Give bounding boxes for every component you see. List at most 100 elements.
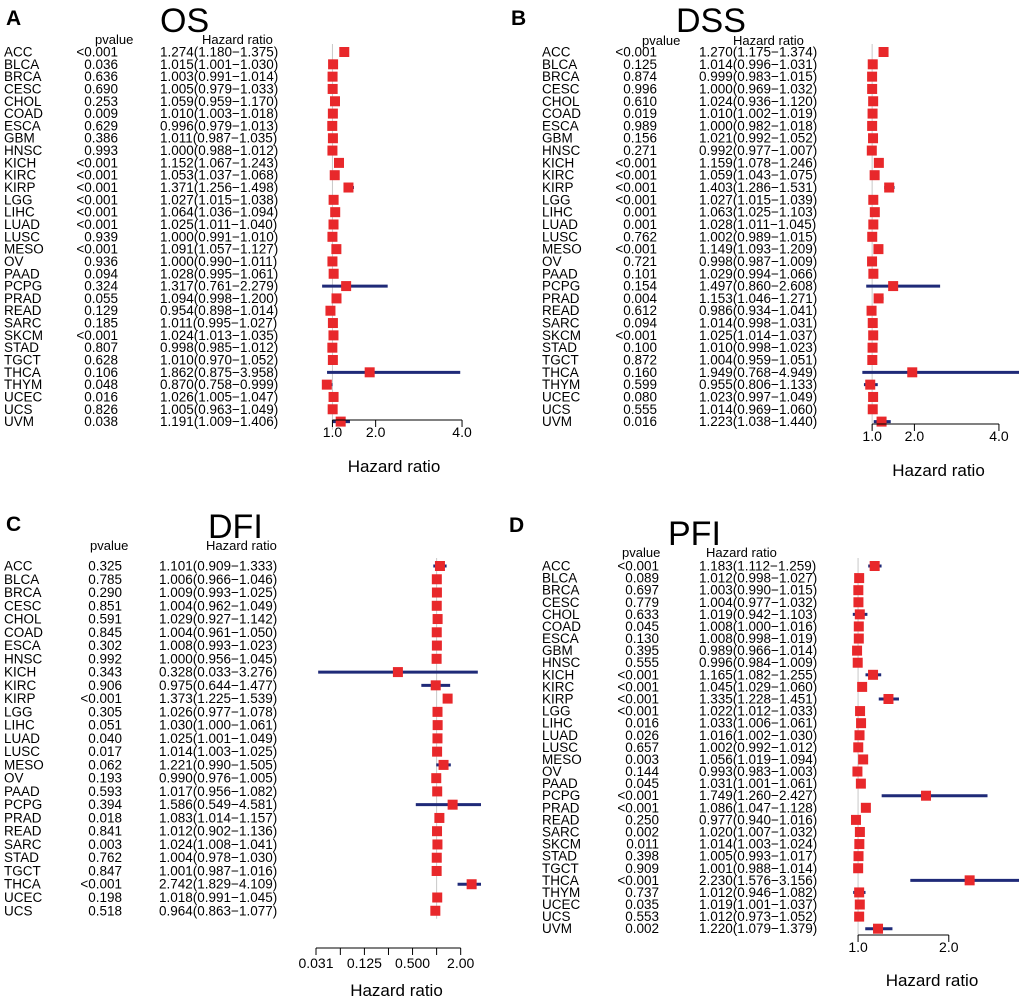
hazard-ratio-cell: 1.000(0.988−1.012) — [160, 143, 278, 158]
table-row: LUSC 0.657 1.002(0.992−1.012) — [542, 740, 817, 755]
table-row: READ 0.612 0.986(0.934−1.041) — [542, 303, 817, 318]
panel-c-dfi: C DFI pvalue Hazard ratio ACC 0.325 1.101(0.90… — [4, 508, 481, 997]
hr-point — [869, 170, 880, 181]
pvalue-cell: 0.089 — [625, 571, 659, 586]
cancer-name: MESO — [542, 242, 582, 257]
hr-point — [329, 170, 340, 181]
table-row: KIRC <0.001 1.045(1.029−1.060) — [542, 679, 817, 694]
pvalue-cell: 0.851 — [88, 598, 122, 613]
hr-point — [853, 851, 864, 862]
hazard-ratio-cell: 1.270(1.175−1.374) — [699, 45, 817, 60]
panel-label: C — [6, 513, 21, 536]
x-tick-label: 2.0 — [905, 428, 925, 444]
hazard-ratio-cell: 1.020(1.007−1.032) — [699, 824, 817, 839]
x-tick-label: 2.0 — [939, 939, 959, 955]
cancer-name: LUAD — [542, 728, 578, 743]
hazard-ratio-cell: 1.025(1.001−1.049) — [159, 731, 277, 746]
hazard-ratio-cell: 1.012(0.946−1.082) — [699, 885, 817, 900]
hr-point — [852, 645, 863, 656]
hr-point — [327, 71, 338, 82]
hr-point — [921, 790, 932, 801]
table-row: KIRC 0.906 0.975(0.644−1.477) — [4, 678, 277, 693]
hr-point — [328, 268, 339, 279]
pvalue-cell: 0.016 — [84, 389, 118, 404]
pvalue-cell: 0.290 — [88, 585, 122, 600]
table-row: ESCA 0.130 1.008(0.998−1.019) — [542, 631, 817, 646]
table-row: UCEC 0.035 1.019(1.001−1.037) — [542, 897, 817, 912]
cancer-name: THCA — [4, 877, 41, 892]
hazard-ratio-cell: 1.026(1.005−1.047) — [160, 389, 278, 404]
table-row: UVM 0.002 1.220(1.079−1.379) — [542, 921, 817, 936]
hazard-ratio-header: Hazard ratio — [206, 538, 277, 553]
cancer-name: LGG — [4, 192, 33, 207]
table-row: BRCA 0.636 1.003(0.991−1.014) — [4, 69, 278, 84]
pvalue-cell: 0.019 — [623, 106, 657, 121]
hr-point — [327, 108, 338, 119]
hr-point — [438, 759, 449, 770]
pvalue-cell: 0.874 — [623, 69, 657, 84]
hazard-ratio-cell: 1.012(0.973−1.052) — [699, 909, 817, 924]
cancer-name: KIRP — [542, 180, 574, 195]
cancer-name: BLCA — [4, 572, 39, 587]
hr-point — [850, 814, 861, 825]
hr-point — [884, 182, 895, 193]
hazard-ratio-cell: 1.152(1.067−1.243) — [160, 155, 278, 170]
hazard-ratio-cell: 1.005(0.993−1.017) — [699, 849, 817, 864]
hazard-ratio-cell: 1.005(0.979−1.033) — [160, 81, 278, 96]
table-row: BRCA 0.290 1.009(0.993−1.025) — [4, 585, 277, 600]
hr-point — [331, 293, 342, 304]
hr-point — [857, 681, 868, 692]
cancer-name: KICH — [542, 667, 574, 682]
hazard-ratio-cell: 1.149(1.093−1.209) — [699, 242, 817, 257]
cancer-name: LIHC — [542, 716, 573, 731]
pvalue-cell: 0.395 — [625, 643, 659, 658]
hazard-ratio-cell: 1.001(0.988−1.014) — [699, 861, 817, 876]
cancer-name: UCS — [4, 402, 33, 417]
pvalue-cell: 0.094 — [84, 266, 118, 281]
hr-point — [432, 892, 443, 903]
cancer-name: KIRC — [4, 168, 37, 183]
table-row: KICH <0.001 1.152(1.067−1.243) — [4, 155, 278, 170]
hazard-ratio-cell: 0.986(0.934−1.041) — [699, 303, 817, 318]
hazard-ratio-cell: 1.059(1.043−1.075) — [699, 168, 817, 183]
hazard-ratio-cell: 1.862(0.875−3.958) — [160, 365, 278, 380]
hr-point — [431, 852, 442, 863]
cancer-name: COAD — [4, 106, 43, 121]
table-row: KICH 0.343 0.328(0.033−3.276) — [4, 665, 277, 680]
pvalue-cell: 0.016 — [623, 414, 657, 429]
cancer-name: LUSC — [4, 744, 40, 759]
pvalue-cell: 0.253 — [84, 94, 118, 109]
hazard-ratio-cell: 2.742(1.829−4.109) — [159, 877, 277, 892]
cancer-name: KIRP — [4, 691, 36, 706]
pvalue-cell: 0.762 — [88, 850, 122, 865]
hazard-ratio-cell: 1.317(0.761−2.279) — [160, 279, 278, 294]
hazard-ratio-cell: 1.019(0.942−1.103) — [699, 607, 817, 622]
hr-point — [852, 766, 863, 777]
table-row: ACC <0.001 1.274(1.180−1.375) — [4, 45, 278, 60]
table-row: UCS 0.555 1.014(0.969−1.060) — [542, 402, 817, 417]
cancer-name: BRCA — [542, 69, 580, 84]
pvalue-cell: <0.001 — [76, 155, 118, 170]
pvalue-header: pvalue — [90, 538, 128, 553]
table-row: OV 0.721 0.998(0.987−1.009) — [542, 254, 817, 269]
pvalue-cell: 0.657 — [625, 740, 659, 755]
hazard-ratio-cell: 1.002(0.989−1.015) — [699, 229, 817, 244]
table-row: STAD 0.100 1.010(0.998−1.023) — [542, 340, 817, 355]
cancer-name: CHOL — [542, 94, 580, 109]
hazard-ratio-cell: 1.014(0.996−1.031) — [699, 57, 817, 72]
hr-point — [868, 96, 879, 107]
cancer-name: ACC — [542, 559, 571, 574]
table-row: BLCA 0.036 1.015(1.001−1.030) — [4, 57, 278, 72]
hr-point — [853, 621, 864, 632]
hazard-ratio-cell: 1.586(0.549−4.581) — [159, 797, 277, 812]
hr-point — [431, 773, 442, 784]
pvalue-cell: 0.872 — [623, 353, 657, 368]
cancer-name: UVM — [542, 921, 572, 936]
hazard-ratio-cell: 1.014(1.003−1.024) — [699, 837, 817, 852]
cancer-name: SARC — [542, 824, 580, 839]
cancer-name: STAD — [4, 340, 39, 355]
plot-area — [321, 47, 461, 427]
pvalue-cell: 0.629 — [84, 118, 118, 133]
hazard-ratio-cell: 1.191(1.009−1.406) — [160, 414, 278, 429]
